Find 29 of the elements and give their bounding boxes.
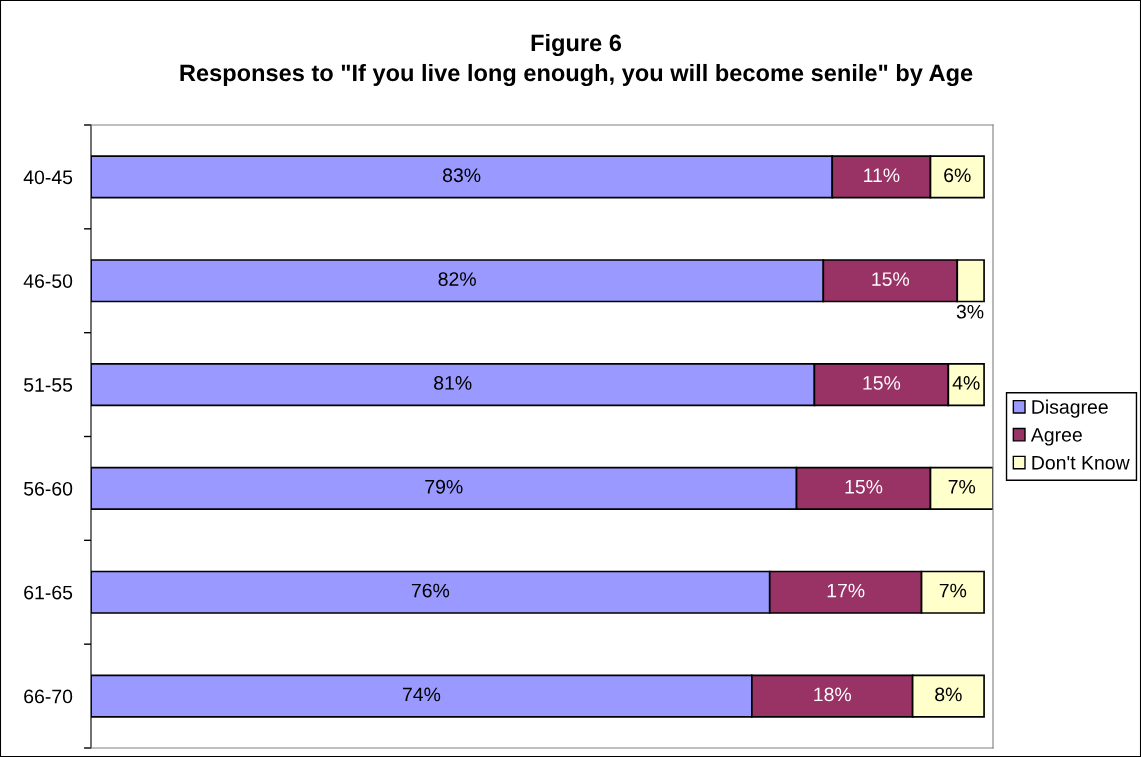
data-label: 74% bbox=[402, 687, 441, 702]
y-tick-label: 66-70 bbox=[24, 689, 73, 704]
y-tick-label: 61-65 bbox=[24, 585, 73, 600]
data-label: 15% bbox=[872, 272, 910, 286]
legend-label: Agree bbox=[1030, 428, 1082, 446]
data-label: 79% bbox=[425, 479, 463, 494]
data-label: 3% bbox=[956, 304, 984, 319]
data-label: 8% bbox=[935, 687, 962, 702]
data-label: 81% bbox=[434, 376, 472, 390]
data-label: 18% bbox=[814, 687, 852, 702]
data-label: 11% bbox=[864, 168, 900, 183]
y-tick-label: 56-60 bbox=[24, 481, 73, 496]
chart-subtitle: Responses to "If you live long enough, you will become senile" by Age bbox=[180, 63, 973, 87]
legend-label: Disagree bbox=[1032, 399, 1108, 418]
data-label: 76% bbox=[411, 583, 450, 598]
legend-label: Don't Know bbox=[1032, 456, 1130, 470]
data-label: 83% bbox=[443, 168, 481, 183]
data-label: 7% bbox=[948, 479, 976, 494]
data-label: 17% bbox=[827, 583, 865, 598]
y-tick-label: 40-45 bbox=[23, 170, 73, 185]
y-tick-label: 46-50 bbox=[23, 274, 73, 288]
y-tick-label: 51-55 bbox=[24, 378, 73, 392]
data-label: 4% bbox=[952, 376, 980, 390]
chart-title: Figure 6 bbox=[531, 33, 622, 57]
data-label: 7% bbox=[939, 583, 967, 598]
data-label: 6% bbox=[944, 168, 971, 183]
data-label: 15% bbox=[863, 376, 901, 390]
data-label: 82% bbox=[438, 272, 476, 286]
data-label: 15% bbox=[845, 479, 883, 494]
